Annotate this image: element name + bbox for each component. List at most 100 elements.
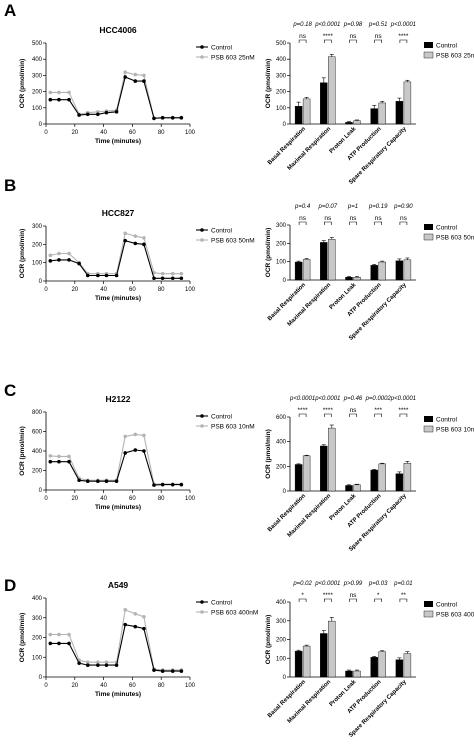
treated-bar <box>328 620 336 678</box>
line-x-tick-label: 80 <box>158 683 165 689</box>
control-data-point <box>77 661 81 665</box>
significance-bracket <box>374 39 382 43</box>
panel-letter-a: A <box>4 1 16 20</box>
line-chart-title: A549 <box>108 580 129 590</box>
significance-label: **** <box>398 33 409 40</box>
control-data-point <box>170 669 175 673</box>
treated-data-point <box>133 234 138 238</box>
control-bar <box>294 464 303 492</box>
control-data-point <box>104 479 109 484</box>
control-data-point <box>48 459 53 464</box>
treated-bar <box>378 463 386 492</box>
p-value-label: p<0.0001 <box>289 396 315 402</box>
treated-bar <box>302 645 311 678</box>
control-data-point <box>123 622 127 627</box>
line-x-tick-label: 0 <box>44 287 48 293</box>
line-x-tick-label: 60 <box>129 683 136 689</box>
control-data-point <box>48 641 53 646</box>
bar-category-label: Maximal Respiration <box>287 282 333 328</box>
bar-legend-treated-label: PSB 603 25nM <box>436 52 474 59</box>
treated-data-point <box>142 236 146 240</box>
line-x-tick-label: 100 <box>185 496 196 502</box>
bar-y-tick-label: 300 <box>276 619 287 625</box>
significance-label: ns <box>350 407 358 414</box>
control-data-point <box>104 273 109 278</box>
bar-y-tick-label: 500 <box>276 41 287 47</box>
control-data-point <box>77 478 81 483</box>
control-data-point <box>160 116 165 120</box>
bar-y-axis-label: OCR (pmol/min) <box>265 615 272 664</box>
line-x-tick-label: 20 <box>71 496 78 502</box>
line-y-tick-label: 0 <box>39 675 43 681</box>
line-x-tick-label: 40 <box>100 130 107 136</box>
control-data-point <box>57 97 61 102</box>
significance-bracket <box>324 221 332 225</box>
treated-bar <box>328 56 336 125</box>
control-data-point <box>96 479 100 484</box>
treated-data-point <box>160 271 165 276</box>
control-data-point <box>133 241 138 246</box>
line-y-axis-label: OCR (pmol/min) <box>19 426 26 475</box>
line-y-tick-label: 400 <box>32 449 43 455</box>
p-value-label: p=0.02 <box>292 581 312 587</box>
line-x-axis-label: Time (minutes) <box>95 504 141 511</box>
line-chart-title: HCC4006 <box>99 25 137 35</box>
bar-y-tick-label: 200 <box>276 241 287 247</box>
line-x-tick-label: 60 <box>129 130 136 136</box>
line-y-tick-label: 800 <box>32 410 43 416</box>
line-x-tick-label: 100 <box>185 683 196 689</box>
significance-bracket <box>298 413 307 417</box>
treated-bar <box>378 102 386 125</box>
bar-legend-control-label: Control <box>436 416 458 423</box>
treated-data-point <box>48 632 53 637</box>
line-x-tick-label: 80 <box>158 287 165 293</box>
control-bar <box>370 657 378 678</box>
significance-bracket <box>349 413 357 417</box>
bar-y-tick-label: 100 <box>276 656 287 662</box>
bar-y-tick-label: 100 <box>276 106 287 112</box>
bar-legend-control-swatch <box>424 416 433 422</box>
treated-data-point <box>104 660 109 664</box>
control-data-point <box>170 482 175 487</box>
significance-label: **** <box>323 33 334 40</box>
significance-bracket <box>298 598 307 602</box>
control-bar <box>395 101 404 125</box>
line-y-tick-label: 300 <box>32 616 43 622</box>
bar-y-axis-label: OCR (pmol/min) <box>265 228 272 277</box>
p-value-label: p=0.90 <box>393 204 413 210</box>
control-data-point <box>85 112 90 117</box>
control-bar <box>395 260 404 281</box>
line-y-tick-label: 200 <box>32 636 43 642</box>
treated-data-point <box>133 72 138 77</box>
bar-y-axis-label: OCR (pmol/min) <box>265 429 272 478</box>
bar-legend-treated-swatch <box>423 425 434 433</box>
legend-control-marker <box>200 228 204 232</box>
significance-label: ns <box>324 215 332 222</box>
control-bar <box>320 633 328 678</box>
treated-bar <box>353 484 361 492</box>
significance-bracket <box>324 413 332 417</box>
control-data-point <box>179 669 184 673</box>
legend-treated-label: PSB 603 25nM <box>211 54 255 61</box>
treated-data-point <box>57 632 61 637</box>
treated-data-point <box>67 251 71 256</box>
p-value-label: p=0.03 <box>368 581 388 587</box>
significance-label: ns <box>350 592 358 599</box>
treated-data-point <box>48 253 53 258</box>
bar-y-tick-label: 400 <box>276 440 287 446</box>
p-value-label: p=0.46 <box>343 396 363 402</box>
bar-category-label: Maximal Respiration <box>287 493 333 539</box>
treated-bar <box>353 277 361 281</box>
legend-control-label: Control <box>211 599 233 606</box>
significance-label: ns <box>350 215 358 222</box>
bar-y-tick-label: 100 <box>276 260 287 266</box>
control-bar <box>294 650 303 678</box>
bar-y-tick-label: 0 <box>283 489 287 495</box>
line-x-axis-label: Time (minutes) <box>95 295 141 302</box>
p-value-label: p=0.01 <box>393 581 413 587</box>
legend-treated-marker <box>200 610 204 614</box>
control-data-point <box>57 641 61 646</box>
treated-bar <box>378 261 386 281</box>
control-data-point <box>170 116 175 120</box>
